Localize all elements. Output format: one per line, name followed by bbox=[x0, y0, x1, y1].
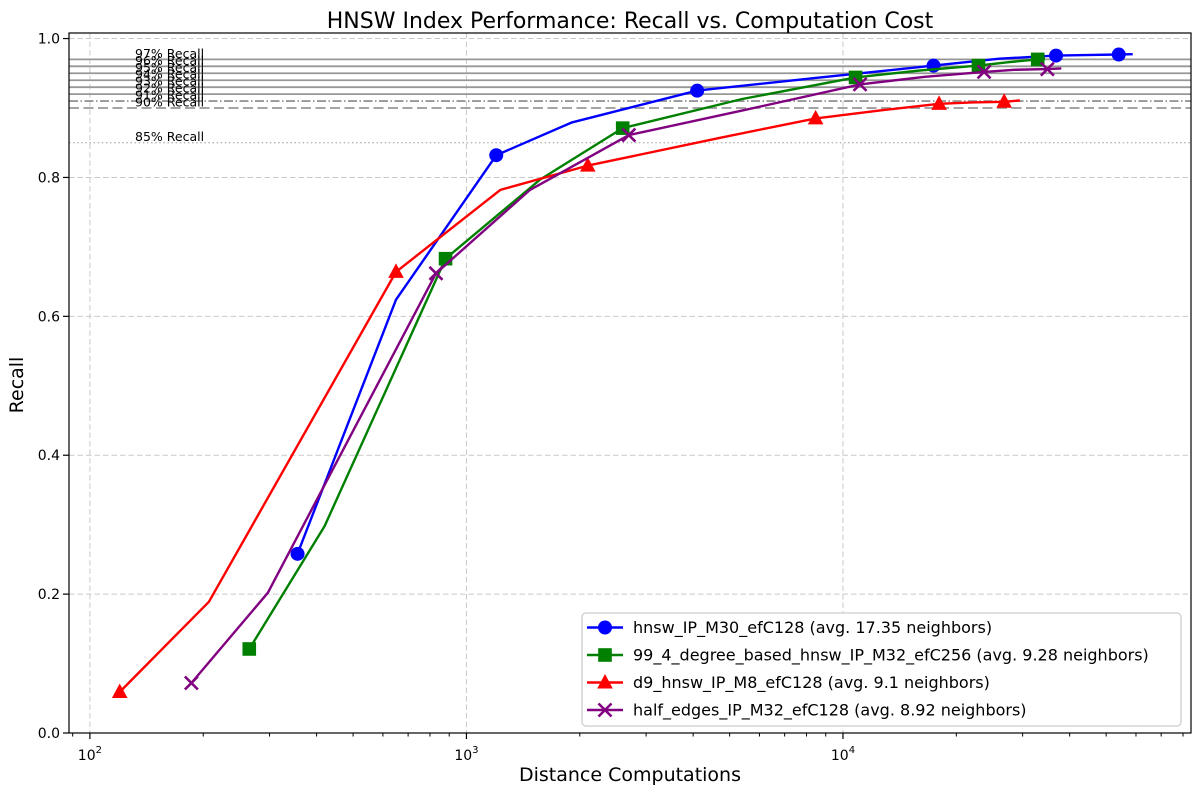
legend-entry-label: 99_4_degree_based_hnsw_IP_M32_efC256 (av… bbox=[633, 646, 1149, 666]
legend-entry-2: d9_hnsw_IP_M8_efC128 (avg. 9.1 neighbors… bbox=[587, 673, 990, 693]
ref-label-91%: 91% Recall bbox=[135, 88, 204, 103]
marker-square-0 bbox=[242, 642, 257, 656]
marker-circle-0 bbox=[290, 546, 305, 561]
marker-x-8 bbox=[976, 64, 992, 80]
marker-circle-2 bbox=[489, 148, 504, 163]
y-tick-label-0.8: 0.8 bbox=[38, 170, 60, 186]
marker-triangle-6 bbox=[807, 109, 824, 125]
marker-x-4 bbox=[621, 127, 637, 143]
plot-frame bbox=[68, 32, 1192, 734]
legend: hnsw_IP_M30_efC128 (avg. 17.35 neighbors… bbox=[581, 612, 1182, 727]
x-tick-base: 10 bbox=[454, 748, 472, 764]
y-axis-label: Recall bbox=[6, 357, 28, 414]
ref-label-85%: 85% Recall bbox=[135, 129, 204, 144]
ref-label-90%: 90% Recall bbox=[135, 95, 204, 110]
x-tick-base: 10 bbox=[831, 748, 849, 764]
series-group bbox=[111, 47, 1133, 699]
marker-circle-10 bbox=[1111, 47, 1126, 62]
x-tick-label-1000: 103 bbox=[454, 745, 478, 764]
x-tick-exponent: 4 bbox=[849, 745, 855, 756]
series-half_edges_IP_M32_efC128 bbox=[183, 61, 1062, 691]
marker-square-6 bbox=[848, 70, 863, 85]
series-99_4_degree_based_hnsw_IP_M32_efC256 bbox=[242, 52, 1046, 656]
y-tick-label-0.4: 0.4 bbox=[38, 448, 60, 464]
legend-marker-square bbox=[598, 648, 612, 662]
legend-marker-circle bbox=[598, 620, 612, 635]
chart-title: HNSW Index Performance: Recall vs. Compu… bbox=[327, 9, 934, 34]
marker-circle-8 bbox=[1049, 48, 1064, 63]
marker-triangle-2 bbox=[388, 263, 404, 278]
legend-entry-label: d9_hnsw_IP_M8_efC128 (avg. 9.1 neighbors… bbox=[633, 673, 990, 693]
series-d9_hnsw_IP_M8_efC128 bbox=[111, 93, 1021, 699]
series-line-hnsw_IP_M30_efC128 bbox=[296, 53, 1133, 555]
legend-entry-0: hnsw_IP_M30_efC128 (avg. 17.35 neighbors… bbox=[587, 618, 992, 638]
marker-x-0 bbox=[183, 675, 199, 691]
marker-x-6 bbox=[852, 76, 868, 92]
y-tick-label-0.2: 0.2 bbox=[38, 587, 60, 603]
legend-entry-label: hnsw_IP_M30_efC128 (avg. 17.35 neighbors… bbox=[633, 618, 992, 638]
ref-label-97%: 97% Recall bbox=[135, 46, 204, 61]
ref-label-93%: 93% Recall bbox=[135, 74, 204, 89]
legend-entry-1: 99_4_degree_based_hnsw_IP_M32_efC256 (av… bbox=[587, 646, 1149, 666]
legend-box bbox=[581, 612, 1182, 727]
ref-label-92%: 92% Recall bbox=[135, 81, 204, 96]
series-line-half_edges_IP_M32_efC128 bbox=[190, 67, 1062, 684]
marker-triangle-4 bbox=[579, 157, 596, 172]
x-tick-label-10000: 104 bbox=[831, 745, 855, 764]
legend-entry-label: half_edges_IP_M32_efC128 (avg. 8.92 neig… bbox=[633, 701, 1027, 721]
x-axis-label: Distance Computations bbox=[519, 764, 741, 786]
marker-circle-4 bbox=[690, 83, 705, 98]
series-line-d9_hnsw_IP_M8_efC128 bbox=[118, 99, 1021, 693]
x-tick-label-100: 102 bbox=[78, 745, 102, 764]
y-tick-label-0.0: 0.0 bbox=[38, 726, 60, 742]
legend-entry-3: half_edges_IP_M32_efC128 (avg. 8.92 neig… bbox=[587, 701, 1027, 721]
ref-label-95%: 95% Recall bbox=[135, 60, 204, 75]
marker-triangle-0 bbox=[111, 683, 128, 699]
y-tick-label-0.6: 0.6 bbox=[38, 309, 60, 325]
legend-marker-triangle bbox=[597, 674, 613, 689]
grid bbox=[69, 33, 1191, 733]
x-tick-exponent: 2 bbox=[96, 745, 102, 756]
y-tick-label-1.0: 1.0 bbox=[38, 32, 60, 48]
ref-label-96%: 96% Recall bbox=[135, 53, 204, 68]
legend-marker-x bbox=[597, 702, 613, 718]
marker-x-10 bbox=[1039, 61, 1055, 77]
x-tick-exponent: 3 bbox=[472, 745, 478, 756]
marker-triangle-10 bbox=[996, 93, 1012, 108]
marker-triangle-8 bbox=[931, 95, 947, 110]
series-hnsw_IP_M30_efC128 bbox=[290, 47, 1133, 561]
marker-x-2 bbox=[428, 265, 444, 281]
ref-label-94%: 94% Recall bbox=[135, 67, 204, 82]
series-line-99_4_degree_based_hnsw_IP_M32_efC256 bbox=[248, 57, 1046, 650]
x-tick-base: 10 bbox=[78, 748, 96, 764]
